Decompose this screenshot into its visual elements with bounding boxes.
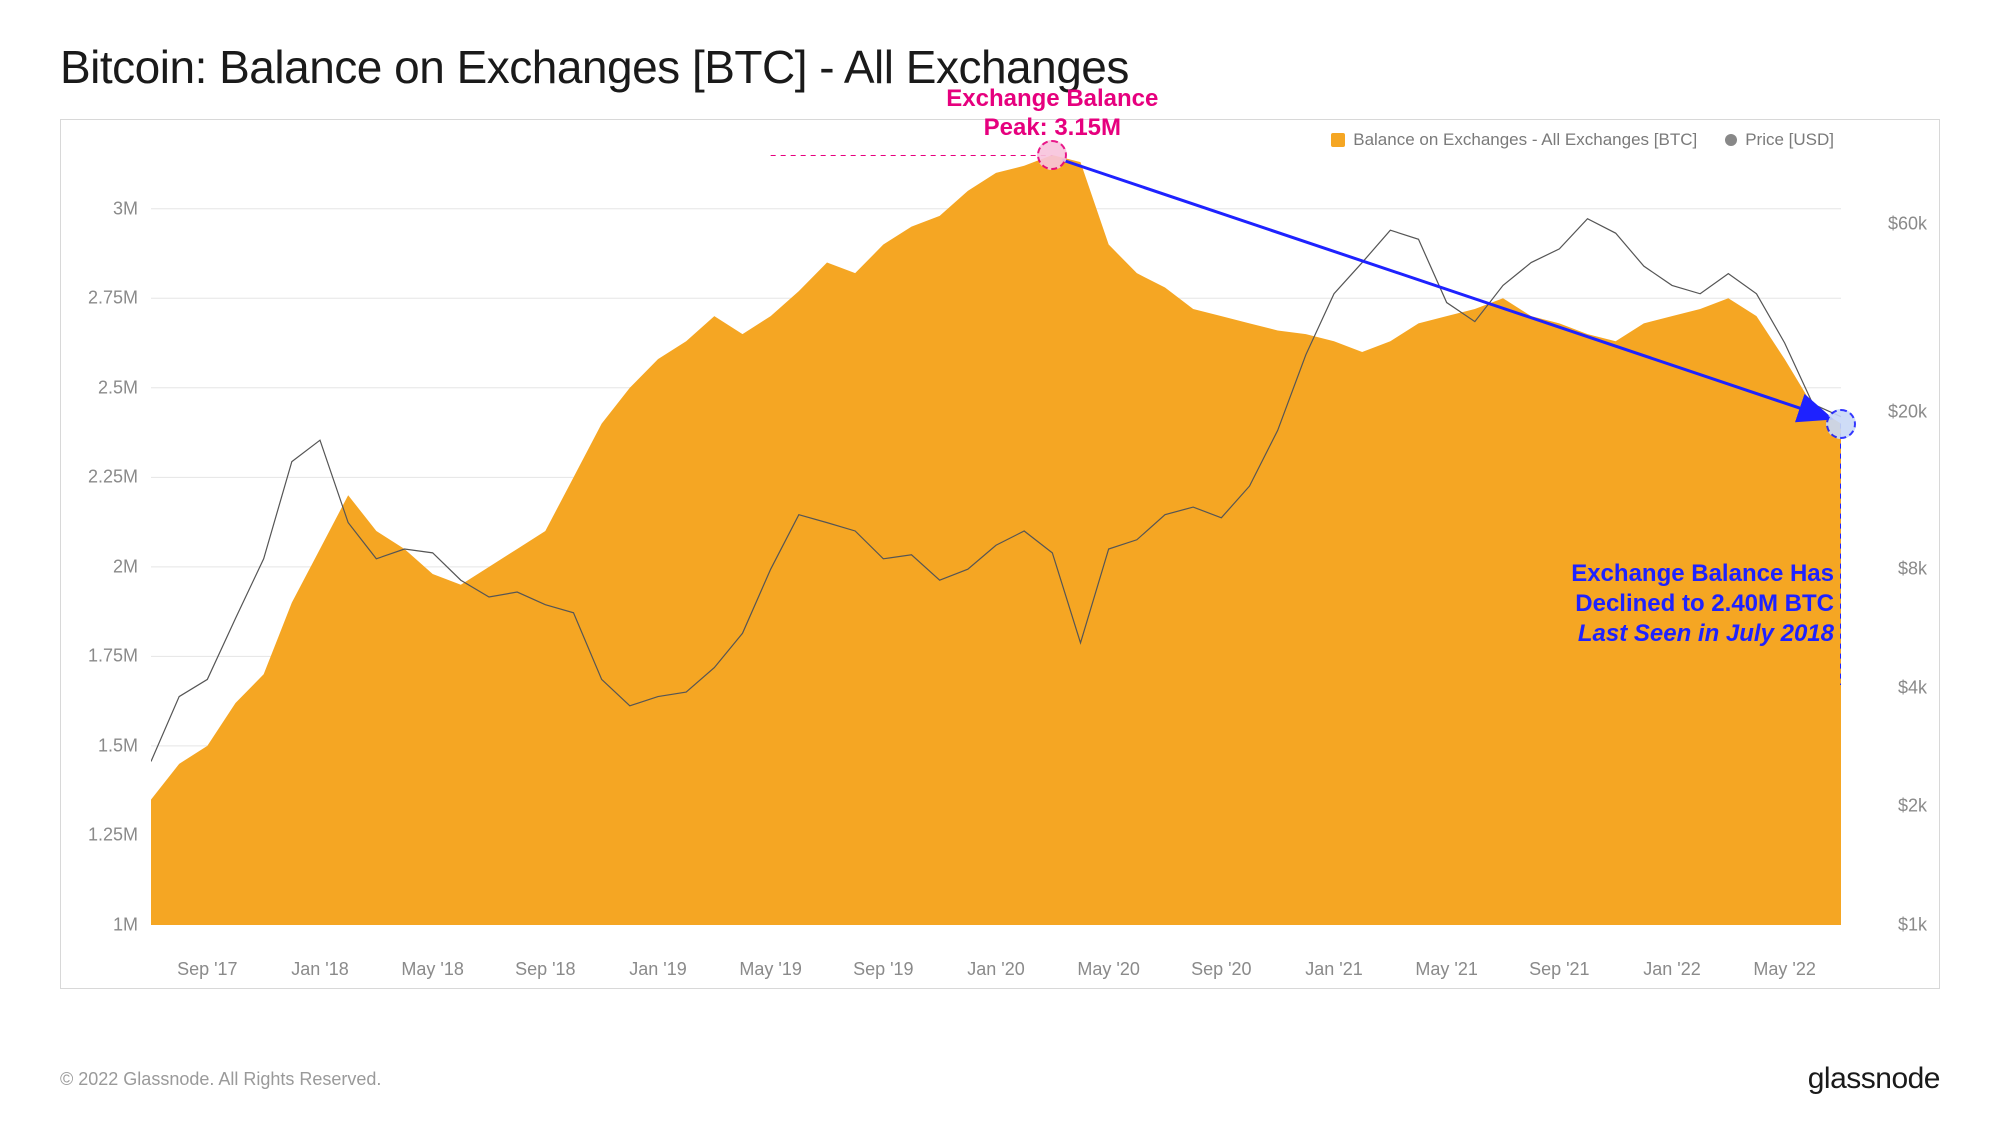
x-tick: Jan '18 [291,959,348,980]
peak-annotation-line1: Exchange Balance [932,85,1172,114]
current-annotation-line2: Declined to 2.40M BTC [1514,589,1834,619]
current-annotation-line1: Exchange Balance Has [1514,559,1834,589]
peak-marker-icon [1037,140,1067,170]
x-tick: Jan '19 [629,959,686,980]
x-tick: Jan '22 [1643,959,1700,980]
plot-area [151,155,1841,925]
copyright-text: © 2022 Glassnode. All Rights Reserved. [60,1069,381,1090]
x-tick: Sep '18 [515,959,576,980]
y-left-tick: 1.25M [61,825,146,846]
x-tick: Jan '21 [1305,959,1362,980]
y-left-tick: 1.5M [61,735,146,756]
peak-annotation-line2: Peak: 3.15M [932,114,1172,143]
legend-label-balance: Balance on Exchanges - All Exchanges [BT… [1353,130,1697,150]
x-tick: Jan '20 [967,959,1024,980]
x-tick: May '22 [1753,959,1815,980]
current-annotation: Exchange Balance Has Declined to 2.40M B… [1514,559,1834,649]
legend-label-price: Price [USD] [1745,130,1834,150]
y-left-tick: 1.75M [61,646,146,667]
y-left-tick: 2.75M [61,288,146,309]
peak-annotation: Exchange Balance Peak: 3.15M [932,85,1172,143]
y-left-tick: 3M [61,198,146,219]
y-left-tick: 2M [61,556,146,577]
legend: Balance on Exchanges - All Exchanges [BT… [1331,130,1834,150]
y-left-tick: 2.25M [61,467,146,488]
y-left-tick: 1M [61,915,146,936]
y-right-tick: $8k [1898,559,1927,580]
x-tick: May '20 [1077,959,1139,980]
legend-item-balance: Balance on Exchanges - All Exchanges [BT… [1331,130,1697,150]
x-tick: Sep '19 [853,959,914,980]
x-tick: May '21 [1415,959,1477,980]
y-right-tick: $60k [1888,214,1927,235]
y-right-tick: $2k [1898,796,1927,817]
legend-dot-price [1725,134,1737,146]
legend-item-price: Price [USD] [1725,130,1834,150]
x-tick: May '18 [401,959,463,980]
current-annotation-line3: Last Seen in July 2018 [1514,619,1834,649]
x-tick: May '19 [739,959,801,980]
brand-logo: glassnode [1808,1062,1940,1096]
x-tick: Sep '21 [1529,959,1590,980]
chart-svg [151,155,1841,925]
x-tick: Sep '20 [1191,959,1252,980]
y-right-tick: $1k [1898,915,1927,936]
y-right-tick: $20k [1888,402,1927,423]
legend-swatch-balance [1331,133,1345,147]
chart-container: glassnode Balance on Exchanges - All Exc… [60,119,1940,989]
current-marker-icon [1826,409,1856,439]
y-right-tick: $4k [1898,677,1927,698]
x-tick: Sep '17 [177,959,238,980]
y-left-tick: 2.5M [61,377,146,398]
